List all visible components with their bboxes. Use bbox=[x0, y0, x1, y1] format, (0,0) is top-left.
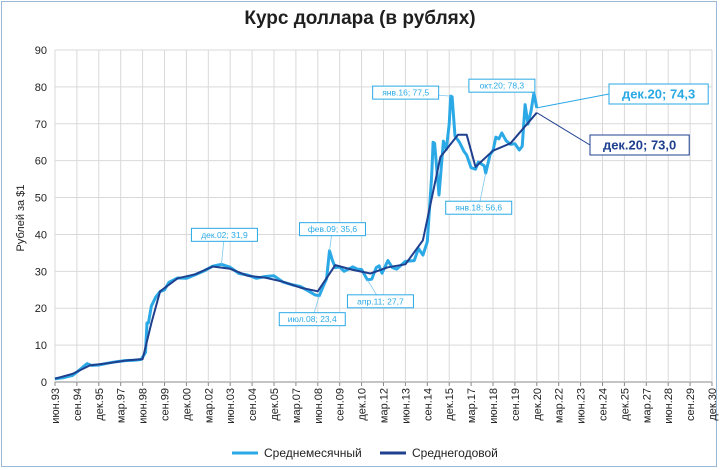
y-tick-label: 90 bbox=[35, 45, 47, 57]
legend: Среднемесячный Среднегодовой bbox=[232, 446, 498, 460]
y-tick-label: 60 bbox=[35, 156, 47, 168]
x-tick-label: сен.09 bbox=[335, 388, 347, 421]
x-tick-label: сен.94 bbox=[72, 388, 84, 421]
x-tick-label: дек.30 bbox=[707, 388, 719, 421]
x-tick-label: мар.07 bbox=[291, 388, 303, 423]
end-label-box bbox=[608, 83, 709, 105]
x-tick-label: сен.04 bbox=[247, 388, 259, 421]
end-label: дек.20; 73,0 bbox=[603, 138, 676, 153]
x-tick-label: дек.05 bbox=[269, 388, 281, 421]
x-tick-label: мар.22 bbox=[554, 388, 566, 423]
x-tick-label: дек.95 bbox=[94, 388, 106, 421]
series-line-monthly bbox=[54, 91, 539, 381]
y-tick-label: 40 bbox=[35, 229, 47, 241]
y-tick-label: 10 bbox=[35, 340, 47, 352]
end-label-leader bbox=[536, 93, 610, 109]
y-tick-label: 80 bbox=[35, 82, 47, 94]
y-tick-label: 0 bbox=[41, 377, 47, 389]
x-tick-label: мар.02 bbox=[203, 388, 215, 423]
x-tick-label: июн.98 bbox=[138, 388, 150, 424]
annotation-label: дек.02; 31,9 bbox=[201, 230, 248, 240]
x-tick-label: мар.27 bbox=[641, 388, 653, 423]
x-tick-label: июн.28 bbox=[663, 388, 675, 424]
annotation-box bbox=[278, 312, 346, 327]
annotation-label: июл.08; 23,4 bbox=[288, 314, 337, 324]
x-tick-label: сен.14 bbox=[422, 388, 434, 421]
x-tick-label: июн.23 bbox=[576, 388, 588, 424]
x-tick-label: мар.12 bbox=[379, 388, 391, 423]
y-axis-label: Рублей за $1 bbox=[15, 185, 27, 252]
y-tick-label: 70 bbox=[35, 119, 47, 131]
annotation-label: окт.20; 78,3 bbox=[480, 81, 525, 91]
annotations: дек.02; 31,9 июл.08; 23,4 фев.09; 35,6 апр.… bbox=[190, 78, 709, 327]
x-tick-label: мар.17 bbox=[466, 388, 478, 423]
end-label: дек.20; 74,3 bbox=[622, 87, 695, 102]
x-tick-label: июн.08 bbox=[313, 388, 325, 424]
x-tick-label: дек.00 bbox=[181, 388, 193, 421]
grid-lines bbox=[54, 49, 713, 383]
x-tick-label: сен.29 bbox=[685, 388, 697, 421]
y-tick-label: 50 bbox=[35, 193, 47, 205]
annotation-label: янв.18; 56,6 bbox=[455, 203, 502, 213]
y-axis-ticks: 0 10 20 30 40 50 60 70 80 90 bbox=[35, 45, 47, 389]
annotation-label: янв.16; 77,5 bbox=[382, 88, 429, 98]
x-tick-label: сен.19 bbox=[510, 388, 522, 421]
annotation-box bbox=[372, 85, 440, 100]
legend-label: Среднегодовой bbox=[412, 446, 498, 460]
x-tick-label: дек.25 bbox=[619, 388, 631, 421]
annotation-box bbox=[346, 294, 414, 309]
annotation-box bbox=[468, 78, 536, 93]
x-axis-ticks: июн.93 сен.94 дек.95 мар.97 июн.98 сен.99 дек.… bbox=[50, 382, 719, 424]
x-tick-label: дек.15 bbox=[444, 388, 456, 421]
y-tick-label: 30 bbox=[35, 266, 47, 278]
annotation-box bbox=[445, 200, 513, 215]
annotation-box bbox=[190, 227, 258, 242]
end-label-leader bbox=[536, 112, 591, 146]
x-tick-label: июн.03 bbox=[225, 388, 237, 424]
x-tick-label: мар.97 bbox=[116, 388, 128, 423]
x-tick-label: сен.99 bbox=[160, 388, 172, 421]
annotation-label: апр.11; 27,7 bbox=[357, 296, 404, 306]
annotation-box bbox=[298, 222, 366, 237]
annotation-label: фев.09; 35,6 bbox=[308, 224, 358, 234]
legend-label: Среднемесячный bbox=[264, 446, 362, 460]
chart-title: Курс доллара (в рублях) bbox=[244, 8, 476, 29]
end-label-box bbox=[589, 134, 690, 156]
x-tick-label: июн.18 bbox=[488, 388, 500, 424]
series-lines bbox=[54, 91, 539, 381]
x-tick-label: сен.24 bbox=[598, 388, 610, 421]
x-tick-label: июн.93 bbox=[50, 388, 62, 424]
x-tick-label: дек.10 bbox=[357, 388, 369, 421]
x-tick-label: дек.20 bbox=[532, 388, 544, 421]
x-tick-label: июн.13 bbox=[400, 388, 412, 424]
series-line-yearly bbox=[54, 112, 538, 380]
y-tick-label: 20 bbox=[35, 303, 47, 315]
